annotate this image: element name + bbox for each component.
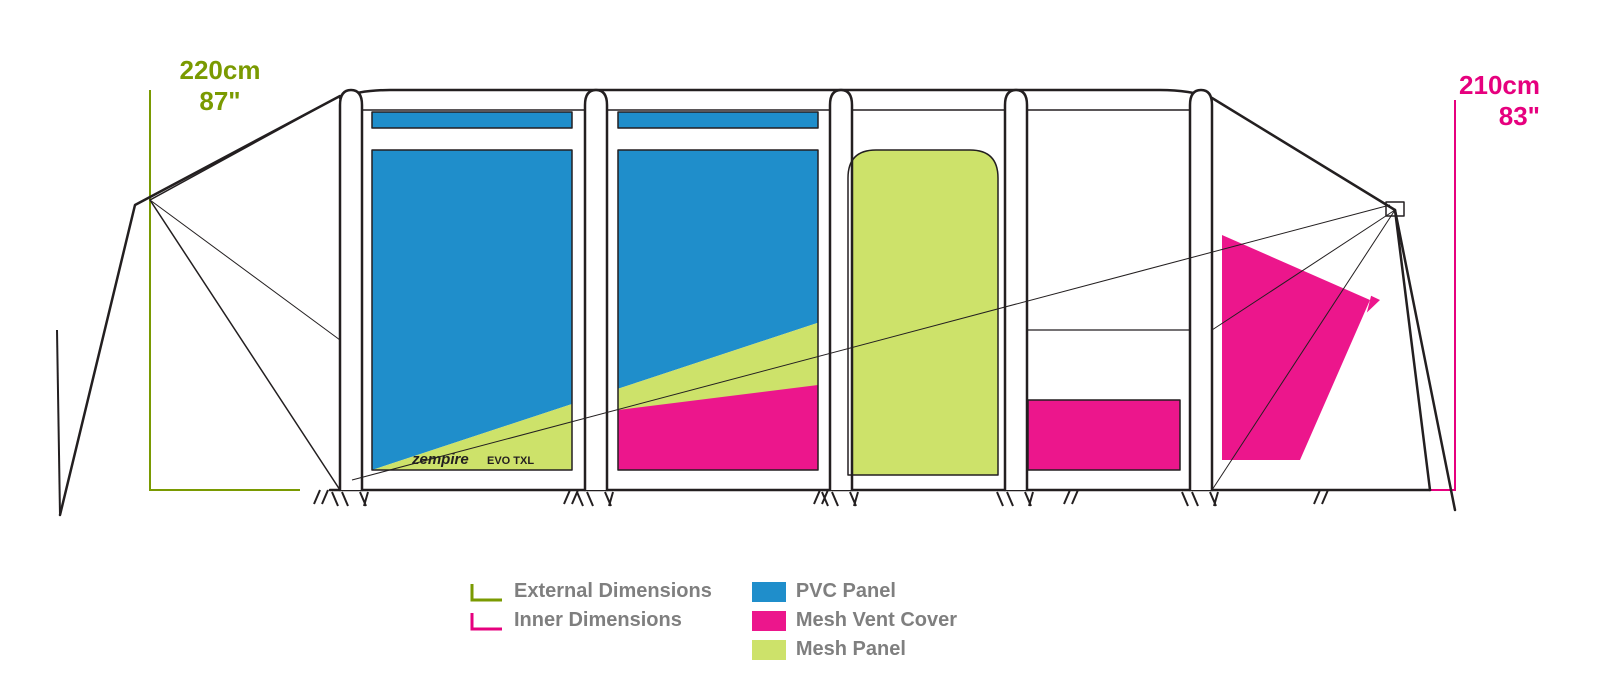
legend-mesh-label: Mesh Panel — [796, 638, 906, 661]
legend-mesh: Mesh Panel — [752, 638, 957, 661]
tent-diagram: zempire EVO TXL — [0, 0, 1600, 560]
brand-suffix: EVO TXL — [487, 455, 534, 467]
legend: External Dimensions Inner Dimensions PVC… — [470, 580, 957, 661]
legend-pvc: PVC Panel — [752, 580, 957, 603]
legend-vent: Mesh Vent Cover — [752, 609, 957, 632]
legend-ext-label: External Dimensions — [514, 580, 712, 603]
legend-inner: Inner Dimensions — [470, 609, 712, 632]
brand-label: zempire — [411, 451, 469, 468]
legend-inn-label: Inner Dimensions — [514, 609, 682, 632]
legend-external: External Dimensions — [470, 580, 712, 603]
legend-vent-label: Mesh Vent Cover — [796, 609, 957, 632]
legend-pvc-label: PVC Panel — [796, 580, 896, 603]
